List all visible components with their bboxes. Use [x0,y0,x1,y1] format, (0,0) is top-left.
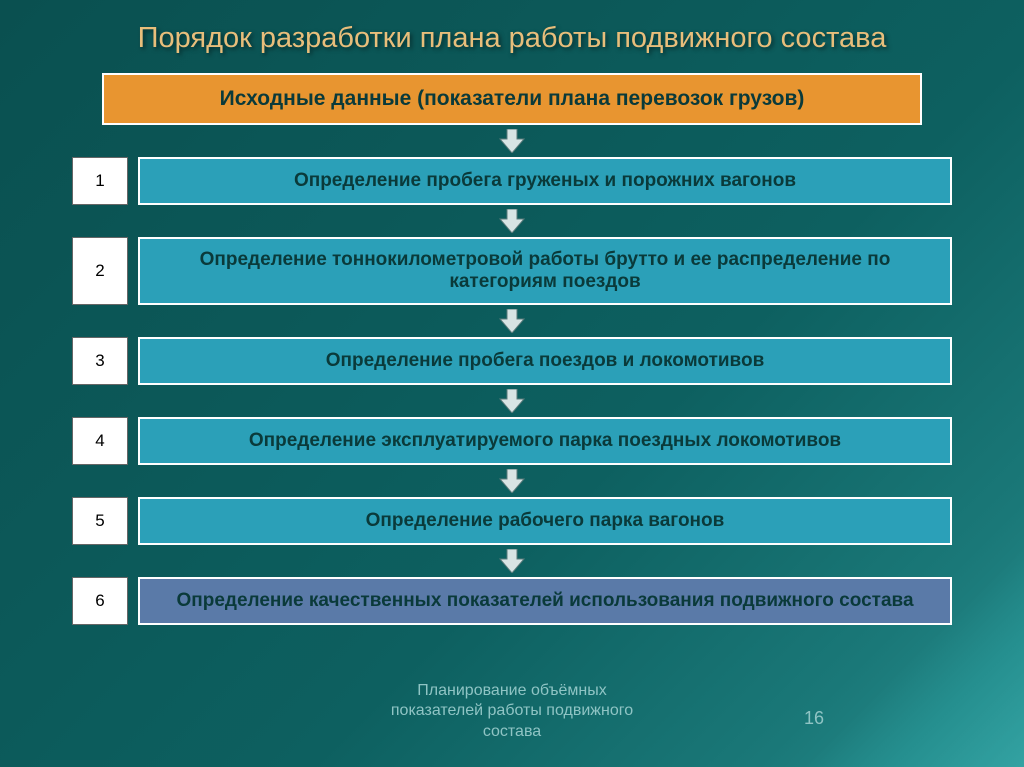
step-row-1: 1 Определение пробега груженых и порожни… [72,157,952,205]
step-box: Определение эксплуатируемого парка поезд… [138,417,952,465]
step-row-4: 4 Определение эксплуатируемого парка пое… [72,417,952,465]
step-number: 1 [72,157,128,205]
step-row-2: 2 Определение тоннокилометровой работы б… [72,237,952,305]
step-box: Определение пробега поездов и локомотиво… [138,337,952,385]
slide-title: Порядок разработки плана работы подвижно… [0,0,1024,73]
step-number: 6 [72,577,128,625]
header-box: Исходные данные (показатели плана перево… [102,73,922,125]
step-box: Определение рабочего парка вагонов [138,497,952,545]
step-box: Определение пробега груженых и порожних … [138,157,952,205]
step-row-6: 6 Определение качественных показателей и… [72,577,952,625]
step-box: Определение качественных показателей исп… [138,577,952,625]
flowchart: Исходные данные (показатели плана перево… [72,73,952,625]
step-number: 5 [72,497,128,545]
step-row-3: 3 Определение пробега поездов и локомоти… [72,337,952,385]
step-number: 2 [72,237,128,305]
step-box: Определение тоннокилометровой работы бру… [138,237,952,305]
arrow-icon [498,309,526,333]
step-row-5: 5 Определение рабочего парка вагонов [72,497,952,545]
footer-text: Планирование объёмныхпоказателей работы … [0,681,1024,743]
page-number: 16 [804,708,824,729]
step-number: 3 [72,337,128,385]
arrow-icon [498,549,526,573]
step-number: 4 [72,417,128,465]
arrow-icon [498,129,526,153]
arrow-icon [498,389,526,413]
arrow-icon [498,209,526,233]
arrow-icon [498,469,526,493]
